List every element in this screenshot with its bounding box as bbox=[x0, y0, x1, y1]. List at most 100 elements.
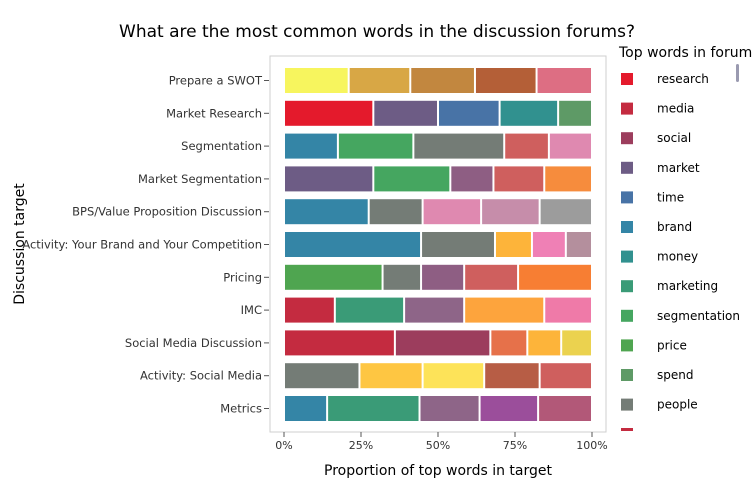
legend-swatch bbox=[621, 369, 633, 381]
bar-segment bbox=[532, 232, 565, 257]
legend-items: research media social market time brand money m… bbox=[621, 72, 740, 431]
legend-swatch bbox=[621, 309, 633, 322]
bar-segment bbox=[485, 363, 539, 389]
bar-segment bbox=[559, 100, 591, 126]
y-tick-label: Market Research bbox=[166, 106, 262, 120]
legend-label: brand bbox=[657, 220, 692, 234]
y-tick-label: Pricing bbox=[223, 270, 262, 284]
legend-swatch bbox=[621, 161, 633, 174]
bar-segment bbox=[494, 166, 544, 192]
bar-segment bbox=[500, 100, 558, 126]
bar-segment bbox=[423, 199, 481, 225]
legend-label: people bbox=[657, 398, 698, 412]
bar-segment bbox=[540, 363, 591, 389]
chart-title: What are the most common words in the di… bbox=[119, 22, 635, 42]
bar-segment bbox=[285, 199, 368, 225]
bar-segment bbox=[383, 264, 421, 290]
legend[interactable]: Top words in forum research media social ma… bbox=[618, 45, 752, 431]
bar-segment bbox=[328, 396, 419, 421]
legend-label: social bbox=[657, 131, 691, 145]
bar-segment bbox=[465, 297, 544, 323]
bar-segment bbox=[285, 264, 382, 290]
bar-segment bbox=[285, 297, 334, 323]
bar-segment bbox=[285, 133, 337, 159]
legend-label: market bbox=[657, 161, 700, 175]
bar-segment bbox=[349, 68, 410, 93]
legend-title: Top words in forum bbox=[618, 45, 752, 61]
y-tick-label: Activity: Social Media bbox=[140, 369, 262, 383]
x-tick-label: 100% bbox=[576, 439, 607, 452]
bar-segment bbox=[528, 330, 561, 356]
bar-segment bbox=[423, 363, 484, 389]
bar-segment bbox=[439, 100, 499, 126]
y-tick-label: Metrics bbox=[220, 402, 262, 416]
bar-segment bbox=[285, 100, 373, 126]
bars-group bbox=[285, 68, 591, 421]
bar-segment bbox=[395, 330, 490, 356]
bar-segment bbox=[285, 396, 327, 421]
bar-segment bbox=[465, 264, 518, 290]
x-tick-label: 50% bbox=[426, 439, 450, 452]
bar-segment bbox=[374, 100, 437, 126]
bar-segment bbox=[540, 199, 591, 225]
bar-segment bbox=[335, 297, 404, 323]
bar-segment bbox=[285, 363, 359, 389]
legend-label: media bbox=[657, 102, 694, 116]
bar-segment bbox=[545, 166, 591, 192]
legend-label: money bbox=[657, 250, 698, 264]
legend-label: spend bbox=[657, 368, 693, 382]
bar-segment bbox=[482, 199, 539, 225]
x-tick-label: 25% bbox=[349, 439, 373, 452]
legend-swatch-partial bbox=[621, 428, 633, 431]
bar-segment bbox=[285, 330, 394, 356]
y-axis-ticks: Prepare a SWOT Market Research Segmentatio… bbox=[22, 74, 269, 416]
bar-segment bbox=[338, 133, 413, 159]
y-tick-label: Prepare a SWOT bbox=[169, 74, 263, 88]
x-tick-label: 0% bbox=[275, 439, 292, 452]
legend-label: marketing bbox=[657, 279, 718, 293]
bar-segment bbox=[285, 68, 348, 93]
bar-segment bbox=[285, 232, 421, 257]
bar-segment bbox=[369, 199, 422, 225]
legend-swatch bbox=[621, 339, 633, 352]
bar-segment bbox=[549, 133, 591, 159]
legend-scrollbar[interactable] bbox=[736, 64, 739, 82]
bar-segment bbox=[491, 330, 527, 356]
x-tick-label: 75% bbox=[503, 439, 527, 452]
legend-swatch bbox=[621, 191, 633, 204]
bar-segment bbox=[451, 166, 493, 192]
bar-segment bbox=[475, 68, 536, 93]
legend-swatch bbox=[621, 102, 633, 115]
legend-swatch bbox=[621, 280, 633, 293]
legend-swatch bbox=[621, 398, 633, 411]
bar-segment bbox=[285, 166, 373, 192]
legend-label: research bbox=[657, 72, 709, 86]
y-axis-title: Discussion target bbox=[12, 183, 28, 305]
legend-label: time bbox=[657, 190, 684, 204]
y-tick-label: BPS/Value Proposition Discussion bbox=[72, 205, 262, 219]
x-axis-title: Proportion of top words in target bbox=[324, 463, 552, 479]
bar-segment bbox=[537, 68, 591, 93]
bar-segment bbox=[414, 133, 504, 159]
bar-segment bbox=[566, 232, 591, 257]
bar-segment bbox=[422, 264, 464, 290]
y-tick-label: Activity: Your Brand and Your Competitio… bbox=[22, 238, 262, 252]
bar-segment bbox=[539, 396, 591, 421]
y-tick-label: Segmentation bbox=[181, 139, 262, 153]
legend-swatch bbox=[621, 221, 633, 233]
bar-segment bbox=[420, 396, 479, 421]
bar-segment bbox=[411, 68, 474, 93]
bar-segment bbox=[505, 133, 548, 159]
bar-segment bbox=[374, 166, 450, 192]
legend-label: price bbox=[657, 338, 687, 352]
legend-label: segmentation bbox=[657, 309, 740, 323]
bar-segment bbox=[495, 232, 531, 257]
legend-swatch bbox=[621, 73, 633, 85]
bar-segment bbox=[545, 297, 591, 323]
bar-segment bbox=[519, 264, 591, 290]
y-tick-label: Market Segmentation bbox=[138, 172, 262, 186]
bar-segment bbox=[360, 363, 422, 389]
bar-segment bbox=[480, 396, 538, 421]
